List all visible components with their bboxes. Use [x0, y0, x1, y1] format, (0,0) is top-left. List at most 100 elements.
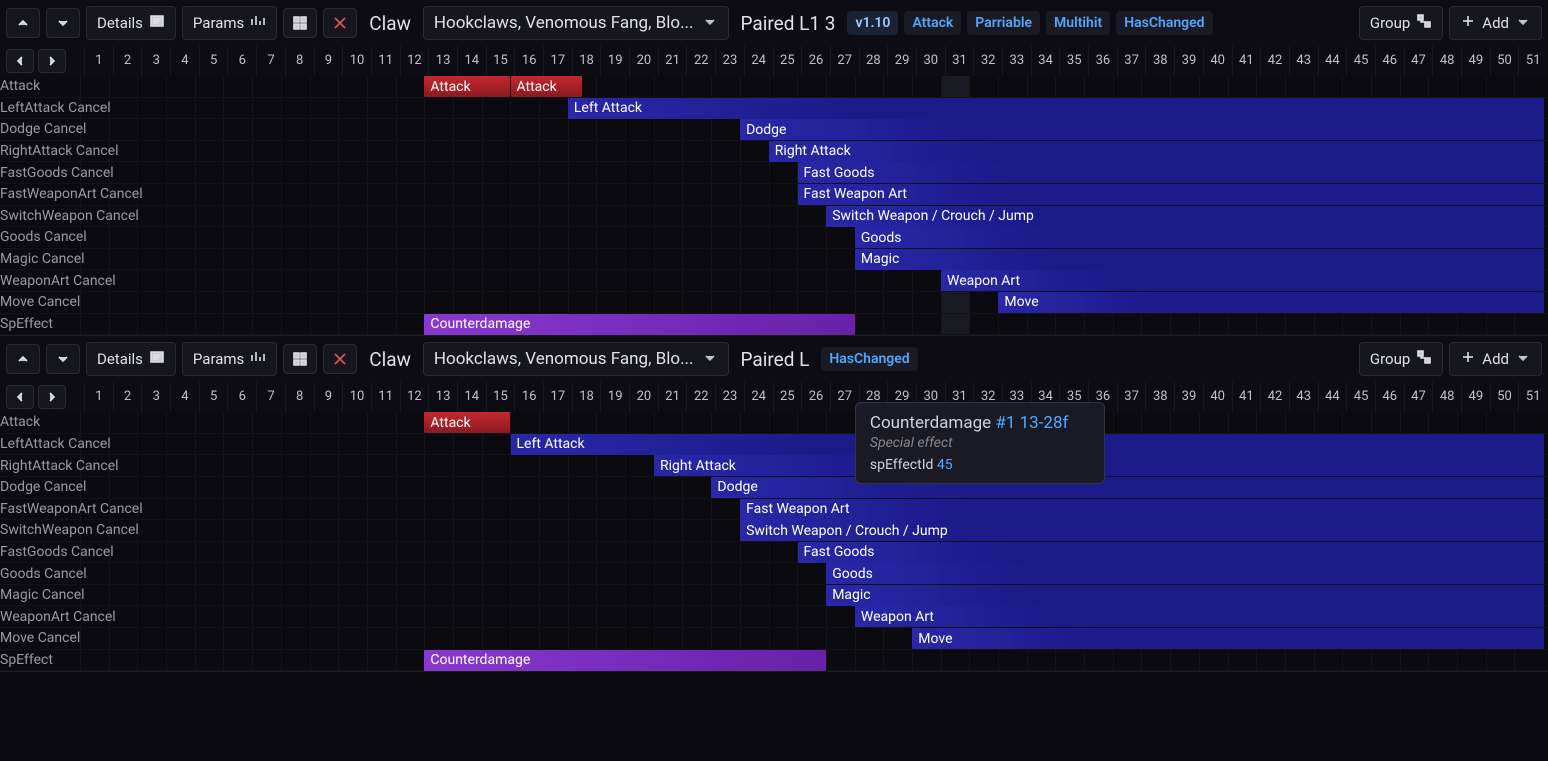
timeline-row: Goods Cancel Goods [0, 227, 1548, 249]
row-label: Dodge Cancel [0, 119, 86, 140]
collapse-down-button[interactable] [46, 344, 80, 374]
group-icon [1416, 349, 1432, 369]
ruler-tick: 37 [1117, 382, 1146, 412]
layout-button[interactable] [283, 8, 317, 38]
collapse-up-button[interactable] [6, 344, 40, 374]
ruler-tick: 43 [1289, 46, 1318, 76]
timeline-bar-attack[interactable]: Attack [511, 76, 583, 97]
group-icon [1416, 13, 1432, 33]
timeline-bar-cancel[interactable]: Fast Goods [798, 542, 1544, 563]
ruler-tick: 26 [801, 46, 830, 76]
ruler-tick: 11 [371, 46, 400, 76]
timeline-bar-cancel[interactable]: Left Attack [568, 98, 1544, 119]
ruler-tick: 43 [1289, 382, 1318, 412]
timeline-row: Move Cancel Move [0, 292, 1548, 314]
tooltip: Counterdamage #1 13-28f Special effect s… [855, 402, 1105, 484]
ruler-tick: 18 [572, 382, 601, 412]
ruler-tick: 14 [457, 46, 486, 76]
scroll-left-button[interactable] [6, 49, 34, 73]
ruler-tick: 33 [1002, 46, 1031, 76]
ruler-tick: 25 [773, 382, 802, 412]
details-button[interactable]: Details [86, 6, 176, 40]
timeline-bar-attack[interactable]: Attack [424, 76, 510, 97]
timeline-row: FastGoods Cancel Fast Goods [0, 542, 1548, 564]
ruler-tick: 24 [744, 46, 773, 76]
ruler-tick: 22 [686, 46, 715, 76]
ruler-tick: 51 [1518, 382, 1547, 412]
row-label: FastGoods Cancel [0, 162, 114, 183]
ruler-tick: 42 [1260, 382, 1289, 412]
ruler-tick: 8 [285, 46, 314, 76]
timeline-row: Goods Cancel Goods [0, 563, 1548, 585]
timeline-bar-cancel[interactable]: Move [912, 628, 1543, 649]
timeline-row: Magic Cancel Magic [0, 249, 1548, 271]
weapon-class: Claw [363, 12, 417, 35]
timeline-bar-attack[interactable]: Attack [424, 412, 510, 433]
plus-icon [1460, 349, 1476, 369]
scroll-right-button[interactable] [38, 49, 66, 73]
add-button[interactable]: Add [1449, 342, 1542, 376]
weapon-dropdown[interactable]: Hookclaws, Venomous Fang, Blo... [423, 342, 729, 376]
scroll-left-button[interactable] [6, 385, 34, 409]
timeline-bar-cancel[interactable]: Move [998, 292, 1543, 313]
ruler-tick: 17 [543, 46, 572, 76]
ruler-tick: 44 [1318, 46, 1347, 76]
timeline-row: Attack Attack [0, 412, 1548, 434]
ruler-tick: 25 [773, 46, 802, 76]
timeline-bar-cancel[interactable]: Switch Weapon / Crouch / Jump [740, 520, 1544, 541]
timeline-bar-cancel[interactable]: Fast Goods [798, 162, 1544, 183]
row-label: Move Cancel [0, 292, 80, 313]
close-button[interactable] [323, 344, 357, 374]
weapon-dropdown[interactable]: Hookclaws, Venomous Fang, Blo... [423, 6, 729, 40]
ruler-tick: 10 [342, 382, 371, 412]
weapon-dropdown-text: Hookclaws, Venomous Fang, Blo... [434, 349, 694, 369]
collapse-down-button[interactable] [46, 8, 80, 38]
ruler-tick: 10 [342, 46, 371, 76]
row-label: FastWeaponArt Cancel [0, 184, 143, 205]
timeline-bar-cancel[interactable]: Switch Weapon / Crouch / Jump [826, 206, 1544, 227]
ruler-tick: 23 [715, 382, 744, 412]
timeline-bar-cancel[interactable]: Magic [855, 249, 1544, 270]
ruler-tick: 49 [1461, 46, 1490, 76]
params-button[interactable]: Params [182, 342, 277, 376]
ruler-tick: 47 [1404, 382, 1433, 412]
timeline-bar-cancel[interactable]: Goods [826, 563, 1544, 584]
add-button[interactable]: Add [1449, 6, 1542, 40]
layout-button[interactable] [283, 344, 317, 374]
details-button[interactable]: Details [86, 342, 176, 376]
row-label: Move Cancel [0, 628, 80, 649]
timeline-bar-cancel[interactable]: Weapon Art [855, 606, 1544, 627]
scroll-right-button[interactable] [38, 385, 66, 409]
ruler-tick: 12 [400, 46, 429, 76]
ruler-tick: 46 [1375, 46, 1404, 76]
timeline-row: SwitchWeapon Cancel Switch Weapon / Crou… [0, 520, 1548, 542]
ruler-tick: 41 [1232, 46, 1261, 76]
timeline-bar-cancel[interactable]: Dodge [711, 477, 1543, 498]
row-label: FastGoods Cancel [0, 542, 114, 563]
ruler-tick: 4 [170, 382, 199, 412]
timeline-row: SpEffect Counterdamage [0, 314, 1548, 336]
collapse-up-button[interactable] [6, 8, 40, 38]
group-button[interactable]: Group [1359, 342, 1443, 376]
timeline-bar-cancel[interactable]: Weapon Art [941, 270, 1544, 291]
timeline-bar-cancel[interactable]: Right Attack [769, 141, 1544, 162]
timeline-bar-cancel[interactable]: Goods [855, 227, 1544, 248]
timeline-bar-cancel[interactable]: Magic [826, 585, 1544, 606]
params-button[interactable]: Params [182, 6, 277, 40]
tooltip-subtitle: Special effect [870, 435, 1090, 451]
ruler-tick: 40 [1203, 382, 1232, 412]
timeline-bar-cancel[interactable]: Dodge [740, 119, 1544, 140]
row-label: FastWeaponArt Cancel [0, 499, 143, 520]
timeline-bar-effect[interactable]: Counterdamage [424, 314, 855, 335]
timeline-bar-effect[interactable]: Counterdamage [424, 650, 826, 671]
ruler-tick: 31 [945, 46, 974, 76]
nav-row: 1234567891011121314151617181920212223242… [0, 382, 1548, 412]
group-button[interactable]: Group [1359, 6, 1443, 40]
ruler-tick: 40 [1203, 46, 1232, 76]
ruler-tick: 7 [256, 46, 285, 76]
tag: Parriable [967, 11, 1040, 35]
close-button[interactable] [323, 8, 357, 38]
timeline-bar-cancel[interactable]: Fast Weapon Art [798, 184, 1544, 205]
params-label: Params [193, 350, 244, 368]
timeline-bar-cancel[interactable]: Fast Weapon Art [740, 499, 1544, 520]
